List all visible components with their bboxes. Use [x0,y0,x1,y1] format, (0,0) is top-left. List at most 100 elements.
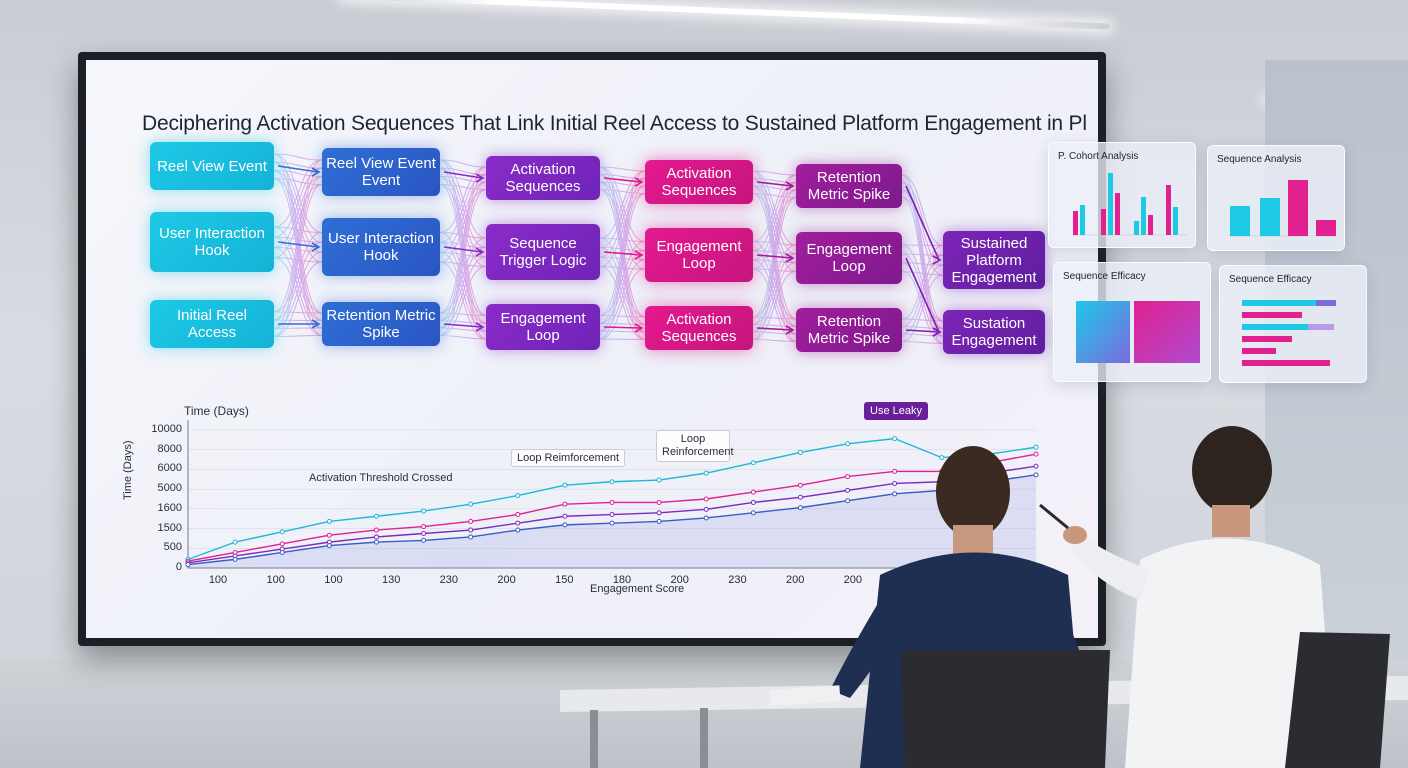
flow-fiber [273,261,323,337]
x-tick-label: 180 [612,574,632,586]
flow-fiber [273,251,323,329]
data-point [845,498,851,504]
flow-node: Reel View Event Event [322,148,440,196]
flow-fiber [439,166,487,233]
panel-sequence-efficacy-1: Sequence Efficacy [1053,262,1211,382]
data-point [703,506,709,512]
arrow-head [475,247,485,257]
flow-fiber [752,323,797,327]
flow-fiber [599,330,646,333]
data-point [750,460,756,466]
x-axis-label: Engagement Score [590,583,685,595]
data-point [797,505,803,511]
flow-arrow [443,323,483,328]
flow-node: Sustation Engagement [943,310,1045,354]
flow-fiber [752,189,797,261]
flow-fiber [901,271,944,276]
presenter [1039,426,1335,768]
flow-fiber [273,183,323,259]
arrow-head [785,325,795,335]
flow-node: Engagement Loop [486,304,600,350]
flow-node: Activation Sequences [486,156,600,200]
arrow-head [311,319,321,329]
flow-arrow [756,181,793,187]
chart-title: Time (Days) [184,404,249,418]
flow-fiber [752,185,797,191]
flow-fiber [439,232,487,239]
flow-fiber [439,183,487,190]
y-tick-label: 500 [163,541,182,554]
data-point [797,449,803,455]
x-tick-label: 200 [497,574,516,586]
x-tick-label: 150 [555,574,574,586]
flow-fiber [273,246,323,329]
annotation-use-leaky: Use Leaky [864,402,928,420]
flow-fiber [439,181,487,253]
data-point [373,513,379,519]
data-point [468,518,474,524]
flow-fiber [273,232,323,313]
flow-fiber [752,331,797,335]
data-point [892,468,898,474]
flow-fiber [901,253,944,256]
flow-fiber [599,166,646,172]
flow-fiber [439,312,487,316]
efficacy-blocks [1076,301,1200,363]
flow-fiber [599,170,646,316]
slide-title: Deciphering Activation Sequences That Li… [142,112,1087,135]
flow-fiber [439,256,487,329]
flow-arrow [756,327,793,331]
data-point [468,501,474,507]
data-point [515,493,521,499]
arrow-head [634,177,644,187]
cohort-bars [1073,173,1187,236]
flow-fiber [273,226,323,314]
flow-arrow [905,257,940,333]
flow-fiber [439,319,487,324]
data-point [656,499,662,505]
data-point [515,512,521,518]
flow-fiber [752,174,797,242]
flow-fiber [439,159,487,168]
x-tick-label: 100 [208,574,228,586]
data-point [609,512,615,518]
y-tick-label: 1500 [157,521,182,534]
table-leg [700,708,708,768]
data-point [232,556,238,562]
data-point [750,499,756,505]
data-point [562,513,568,519]
flow-fiber [273,236,323,243]
flow-arrow [756,254,793,259]
data-point [892,480,898,486]
flow-fiber [599,259,646,332]
flow-fiber [752,196,797,340]
data-point [892,491,898,497]
flow-fiber [273,159,323,313]
flow-fiber [439,181,487,329]
flow-fiber [752,196,797,270]
flow-fiber [901,196,944,344]
arrow-head [932,255,942,265]
x-tick-label: 200 [843,574,863,586]
flow-fiber [901,325,944,329]
annotation-loop-reinforcement: Loop Reinforcement [656,430,734,462]
flow-fiber [752,189,797,333]
flow-fiber [599,185,646,332]
flow-node: User Interaction Hook [322,218,440,276]
flow-fiber [752,262,797,333]
data-point [279,529,285,535]
flow-node: Retention Metric Spike [796,164,902,208]
flow-fiber [439,188,487,263]
flow-fiber [752,338,797,342]
flow-fiber [439,166,487,314]
data-point [562,501,568,507]
data-point [703,496,709,502]
y-tick-label: 1600 [157,501,182,514]
flow-fiber [752,170,797,176]
flow-fiber [901,244,944,246]
flow-fiber [752,174,797,318]
slide: Deciphering Activation Sequences That Li… [86,60,1098,638]
data-point [939,455,945,461]
flow-fiber [273,311,323,314]
